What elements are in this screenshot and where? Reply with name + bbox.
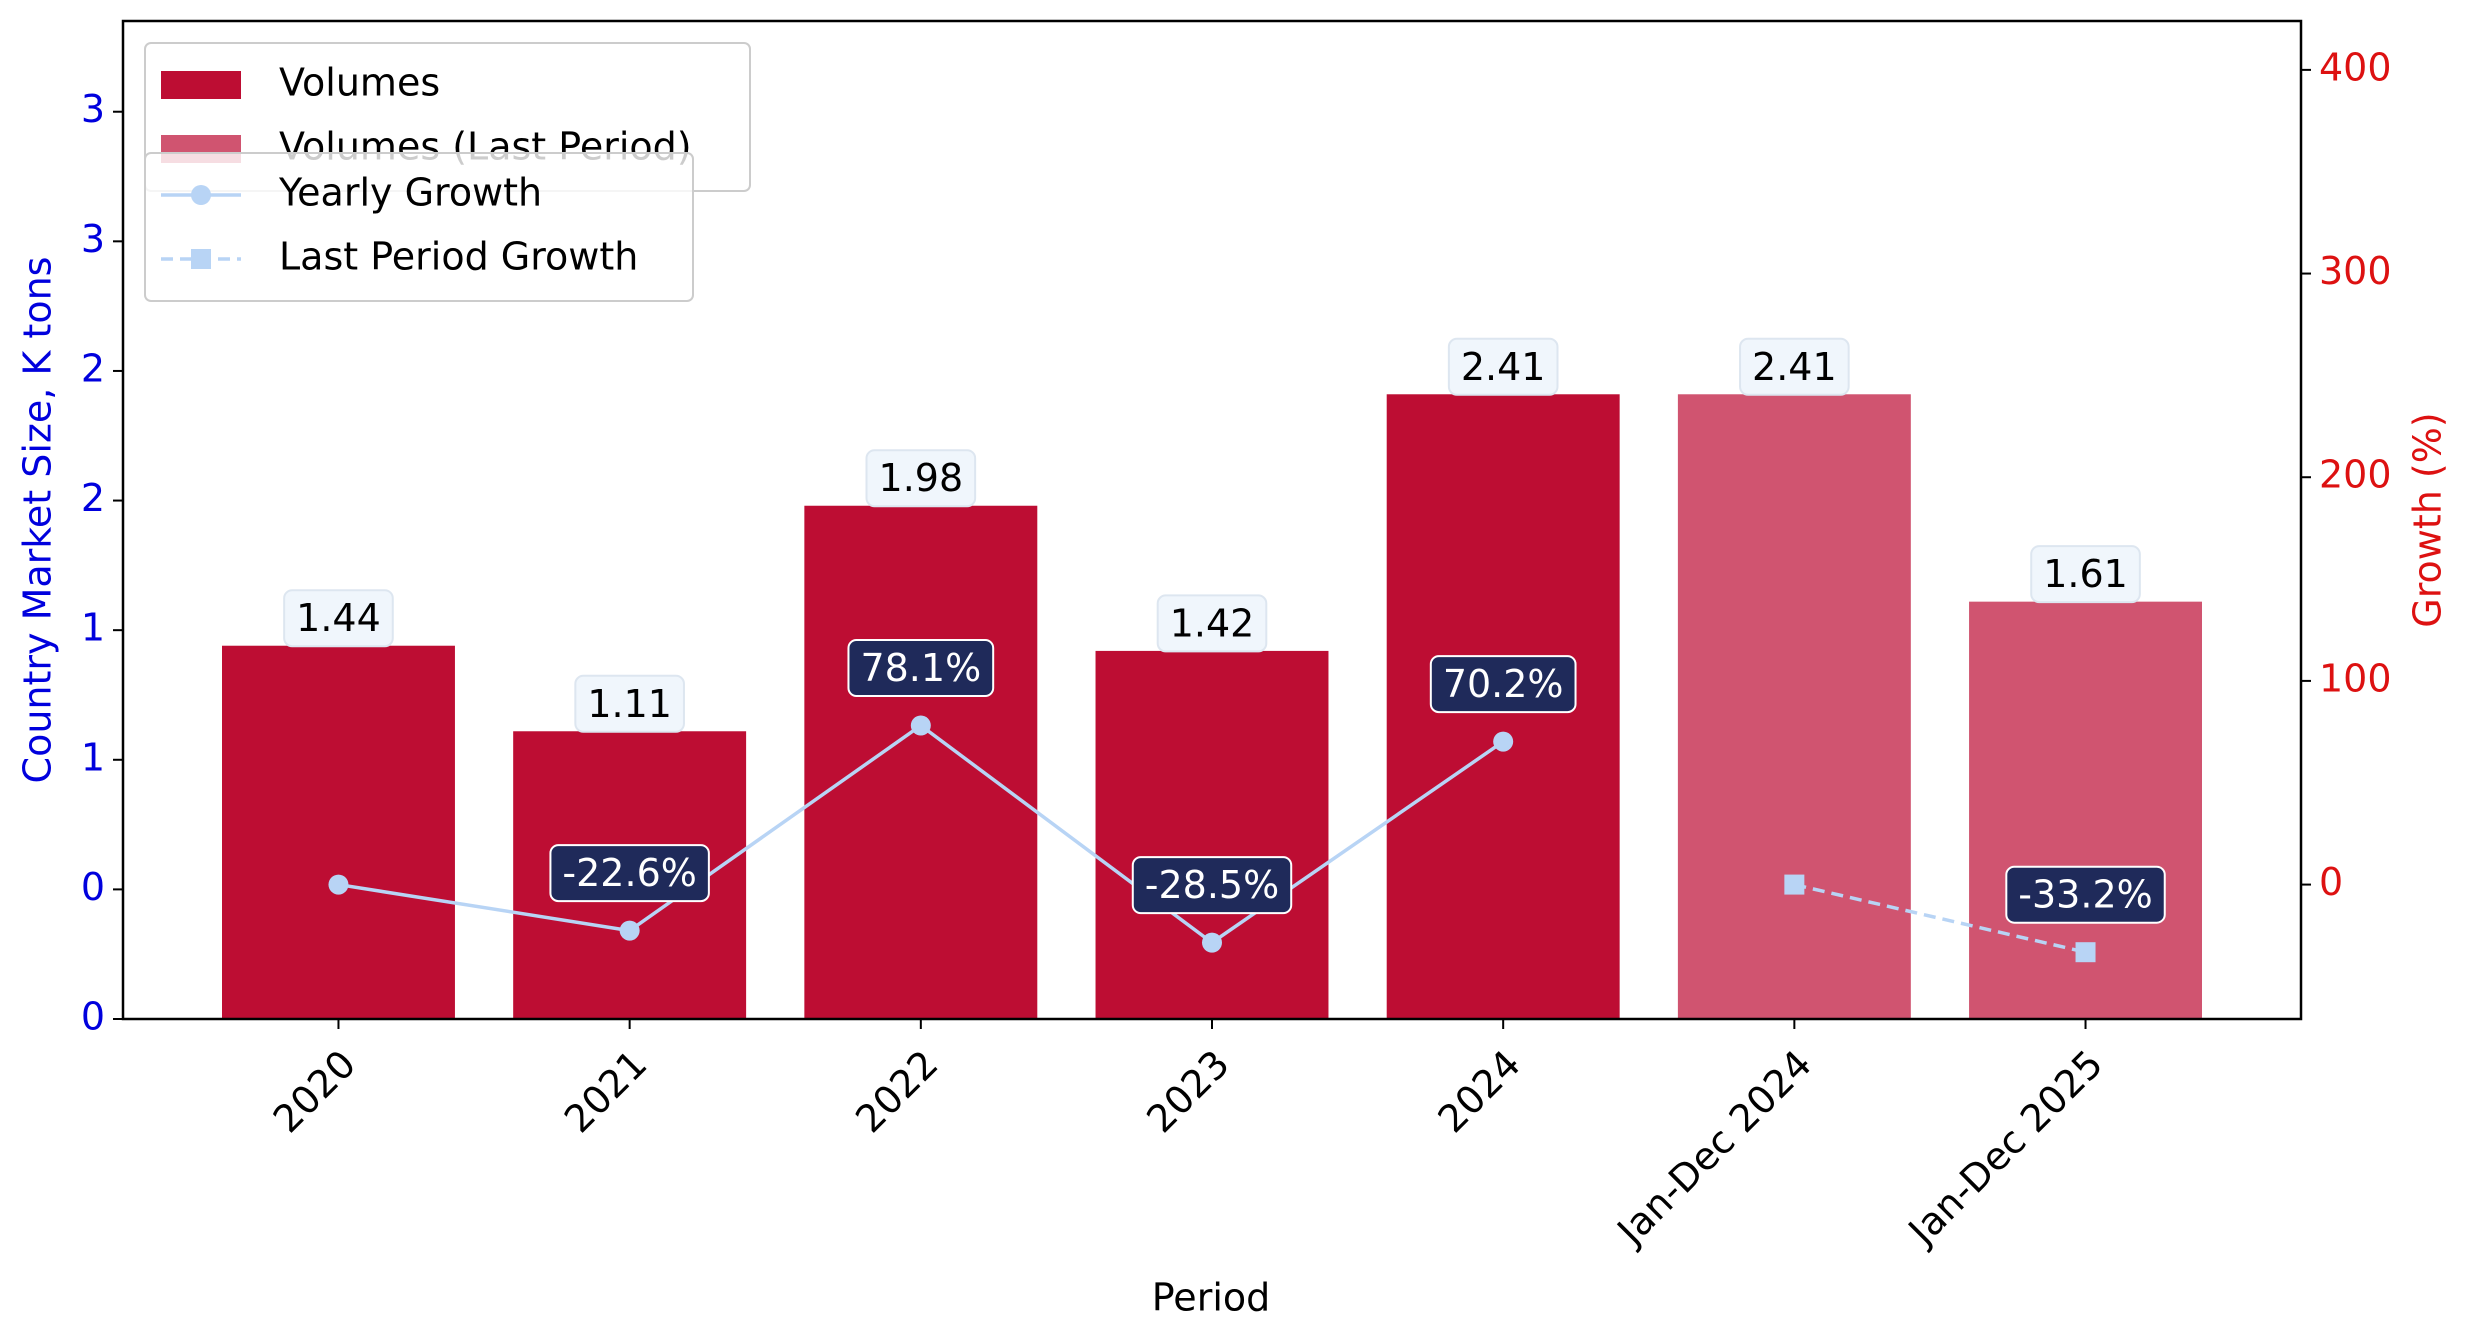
data-label: 2.41 (1447, 337, 1559, 396)
data-label: 1.42 (1156, 594, 1268, 653)
data-label-text: 2.41 (1461, 345, 1546, 389)
data-label-box (549, 844, 710, 903)
data-label-text: -33.2% (2018, 873, 2152, 917)
plot-frame (121, 19, 2303, 1021)
data-label-box (1429, 655, 1577, 714)
data-label: 70.2% (1429, 655, 1577, 714)
data-label-box (283, 589, 394, 648)
data-label-text: 1.61 (2043, 552, 2128, 596)
y2-tick-label: 400 (2319, 45, 2392, 89)
data-label-box (1131, 856, 1293, 915)
data-label-box (1156, 594, 1268, 653)
y-tick-label: 2 (81, 346, 105, 390)
x-axis-label: Period (1152, 1276, 1271, 1320)
data-label-box (865, 449, 977, 508)
marker (328, 874, 349, 895)
data-label-text: 1.11 (587, 682, 672, 726)
data-label: 1.11 (574, 674, 685, 733)
y2-axis-label: Growth (%) (2406, 412, 2450, 627)
data-label: -22.6% (549, 844, 710, 903)
y2-tick-label: 0 (2319, 860, 2343, 904)
y-tick-label: 0 (81, 995, 105, 1039)
marker (1493, 731, 1514, 752)
y-tick-label: 0 (81, 865, 105, 909)
data-label-text: 70.2% (1443, 662, 1564, 706)
data-label: -28.5% (1131, 856, 1293, 915)
legend-marker (191, 249, 211, 269)
legend-label: Volumes (279, 61, 440, 105)
data-label-text: 1.42 (1170, 601, 1255, 645)
data-label-text: 1.98 (879, 456, 964, 500)
data-label-text: 2.41 (1752, 345, 1837, 389)
data-label-text: -28.5% (1145, 863, 1279, 907)
legend-marker (191, 185, 211, 205)
legend-box (144, 152, 694, 302)
legend-swatch (161, 71, 241, 99)
legend-label: Yearly Growth (278, 171, 542, 215)
y2-tick-label: 300 (2319, 249, 2392, 293)
data-label: 2.41 (1739, 337, 1850, 396)
bar (222, 645, 455, 1019)
data-label: -33.2% (2005, 865, 2166, 924)
data-label: 1.98 (865, 449, 977, 508)
data-label: 1.61 (2030, 545, 2141, 604)
bar (1095, 650, 1329, 1019)
data-label: 78.1% (847, 639, 995, 698)
y-tick-label: 1 (81, 735, 105, 779)
data-label: 1.44 (283, 589, 394, 648)
marker (1202, 932, 1222, 953)
data-label-box (574, 674, 685, 733)
bar (804, 505, 1038, 1019)
marker (910, 715, 931, 736)
y-tick-label: 3 (81, 217, 105, 261)
y-axis-label: Country Market Size, K tons (16, 257, 60, 784)
data-label-text: -22.6% (562, 851, 696, 895)
y-tick-label: 3 (81, 87, 105, 131)
y2-tick-label: 100 (2319, 656, 2392, 700)
bar (1677, 394, 1911, 1019)
legend-label: Last Period Growth (279, 235, 638, 279)
data-label-box (1447, 337, 1559, 396)
marker (2075, 942, 2096, 963)
y2-tick-label: 200 (2319, 453, 2392, 497)
y-tick-label: 1 (81, 606, 105, 650)
y-tick-label: 2 (81, 476, 105, 520)
marker (1784, 874, 1805, 895)
data-label-box (2030, 545, 2141, 604)
data-label-box (847, 639, 995, 698)
data-label-text: 1.44 (296, 596, 381, 640)
data-label-text: 78.1% (860, 646, 981, 690)
line (1793, 882, 2086, 954)
data-label-box (1739, 337, 1850, 396)
data-label-box (2005, 865, 2166, 924)
marker (619, 920, 640, 941)
